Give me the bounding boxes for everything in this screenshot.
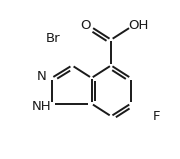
Text: NH: NH [32, 100, 51, 113]
Text: N: N [37, 70, 46, 83]
Text: O: O [80, 19, 91, 32]
Text: OH: OH [128, 19, 149, 32]
Text: F: F [153, 111, 160, 124]
Text: Br: Br [46, 32, 61, 45]
